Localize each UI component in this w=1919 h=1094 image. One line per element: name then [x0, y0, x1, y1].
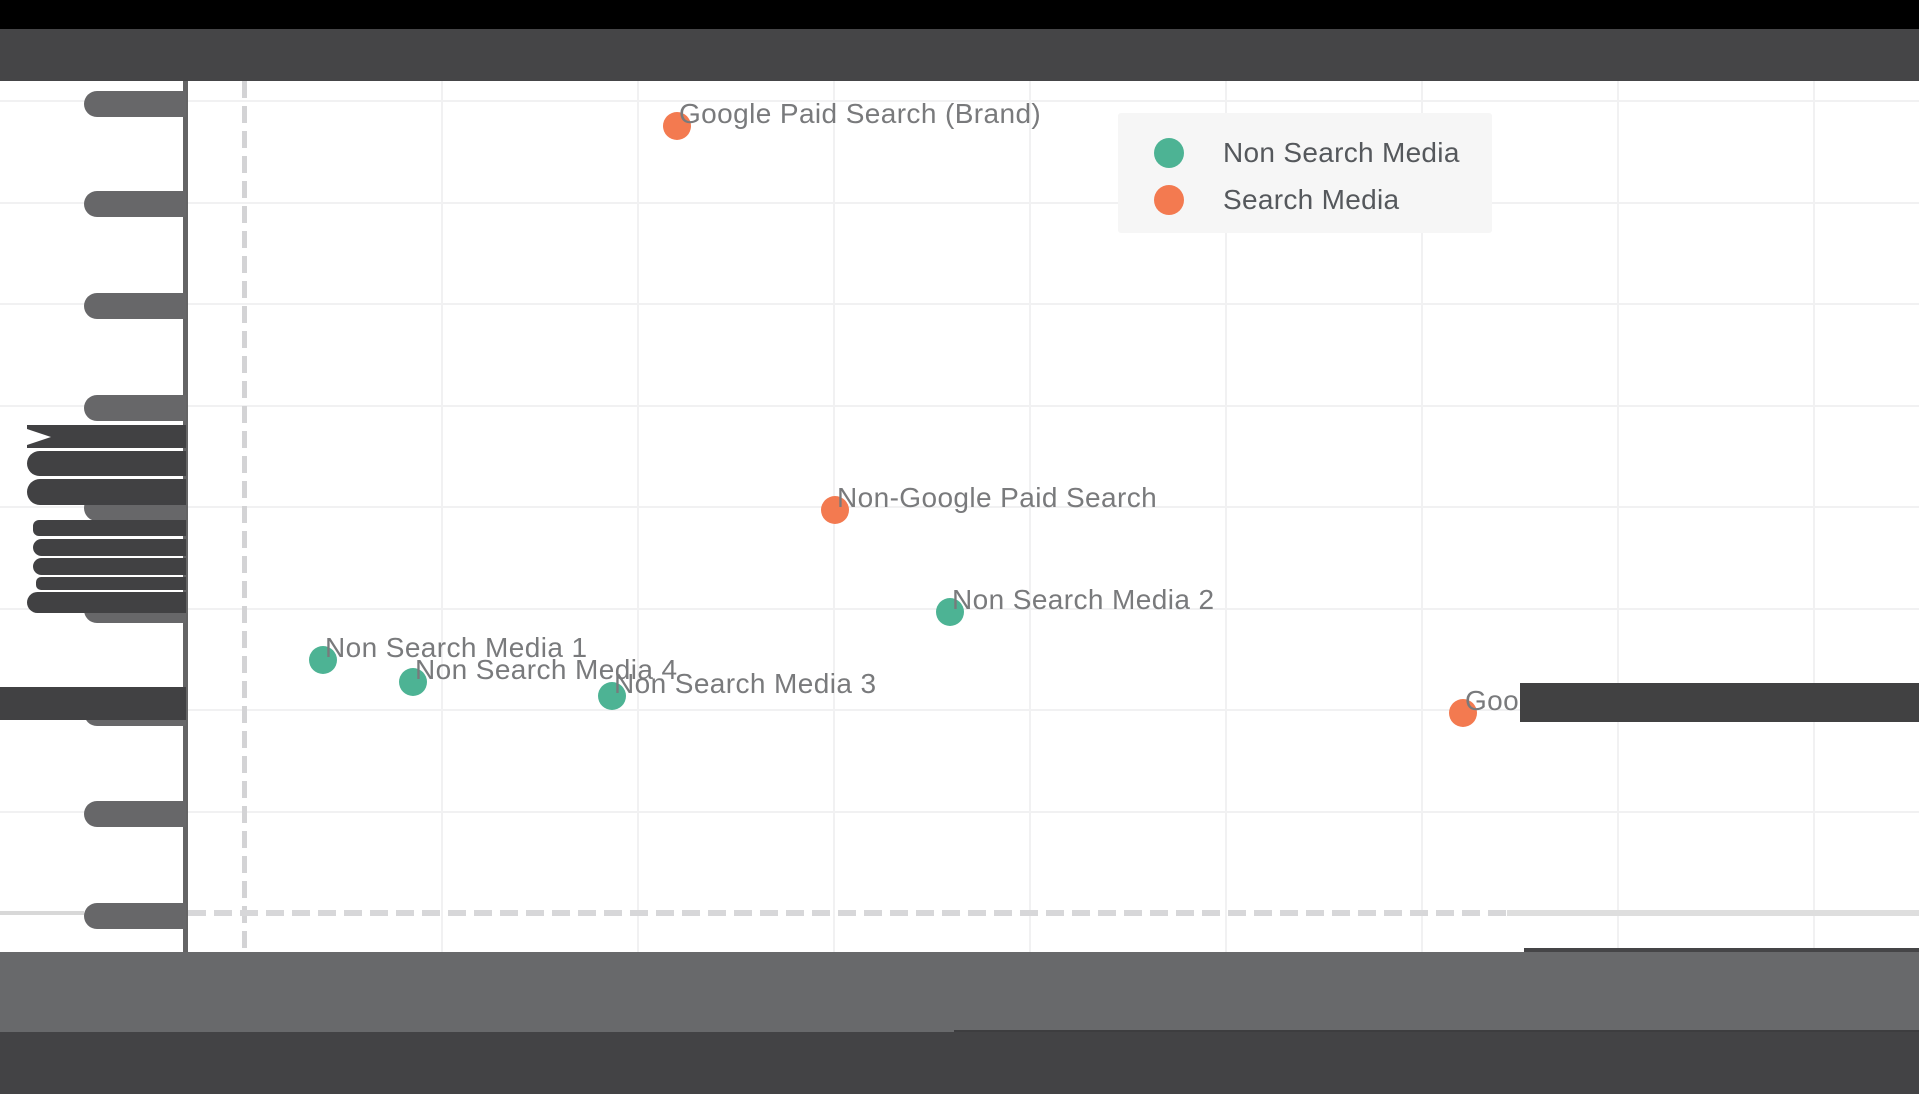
redaction-bar — [33, 558, 186, 575]
data-point-goo[interactable] — [1449, 699, 1477, 727]
y-tick-redaction — [84, 293, 186, 319]
redaction-bar — [27, 451, 186, 476]
header-redaction-band — [0, 29, 1919, 81]
x-zero-dashed-line — [242, 81, 247, 952]
data-point-non-search-media-2[interactable] — [936, 598, 964, 626]
redaction-bar — [33, 520, 186, 536]
h-gridline — [0, 811, 1919, 813]
redaction-bar — [27, 592, 186, 613]
point-label-google-paid-search-brand: Google Paid Search (Brand) — [679, 98, 1042, 129]
point-label-non-search-media-4: Non Search Media 4 — [415, 654, 678, 685]
v-gridline — [1421, 81, 1423, 952]
chart-legend: Non Search Media Search Media — [1118, 113, 1492, 233]
bottom-right-redaction-edge — [1524, 948, 1919, 952]
point-label-non-search-media-2: Non Search Media 2 — [952, 584, 1215, 615]
v-gridline — [637, 81, 639, 952]
search-media-swatch-icon — [1154, 185, 1184, 215]
h-gridline — [0, 709, 1919, 711]
h-gridline — [0, 100, 1919, 102]
legend-item-search-media[interactable]: Search Media — [1154, 184, 1399, 216]
top-black-band — [0, 0, 1919, 29]
data-point-non-search-media-1[interactable] — [309, 646, 337, 674]
y-tick-redaction — [84, 801, 186, 827]
y-tick-redaction — [84, 91, 186, 117]
redaction-bar — [36, 577, 186, 590]
point-label-non-search-media-3: Non Search Media 3 — [614, 668, 877, 699]
y-tick-redaction — [84, 903, 186, 929]
redaction-bar — [0, 687, 186, 720]
point-label-redaction — [1520, 683, 1919, 722]
y-zero-dashed-line — [188, 910, 1507, 916]
data-point-non-search-media-4[interactable] — [399, 668, 427, 696]
redaction-bar — [27, 479, 186, 505]
legend-item-non-search-media[interactable]: Non Search Media — [1154, 137, 1460, 169]
redaction-notch — [27, 429, 51, 445]
data-point-non-search-media-3[interactable] — [598, 682, 626, 710]
h-gridline — [0, 506, 1919, 508]
non-search-media-swatch-icon — [1154, 138, 1184, 168]
v-gridline — [1813, 81, 1815, 952]
v-gridline — [1029, 81, 1031, 952]
y-tick-redaction — [84, 191, 186, 217]
y-tick-redaction — [84, 395, 186, 421]
redaction-bar — [33, 539, 186, 556]
y-zero-line-right-redaction — [1507, 910, 1919, 916]
point-label-non-search-media-1: Non Search Media 1 — [325, 632, 588, 663]
v-gridline — [1225, 81, 1227, 952]
redaction-bar — [27, 425, 186, 448]
legend-label: Search Media — [1223, 184, 1400, 215]
x-axis-redaction-band — [0, 952, 1919, 1032]
legend-label: Non Search Media — [1223, 137, 1460, 168]
y-zero-line-left-segment — [0, 911, 84, 915]
v-gridline — [441, 81, 443, 952]
v-gridline — [1617, 81, 1619, 952]
h-gridline — [0, 303, 1919, 305]
data-point-non-google-paid-search[interactable] — [821, 496, 849, 524]
point-label-non-google-paid-search: Non-Google Paid Search — [837, 482, 1158, 513]
h-gridline — [0, 405, 1919, 407]
data-point-google-paid-search-brand[interactable] — [663, 112, 691, 140]
point-label-goo: Goo — [1465, 685, 1520, 716]
h-gridline — [0, 202, 1919, 204]
footer-redaction-band — [0, 1032, 1919, 1094]
